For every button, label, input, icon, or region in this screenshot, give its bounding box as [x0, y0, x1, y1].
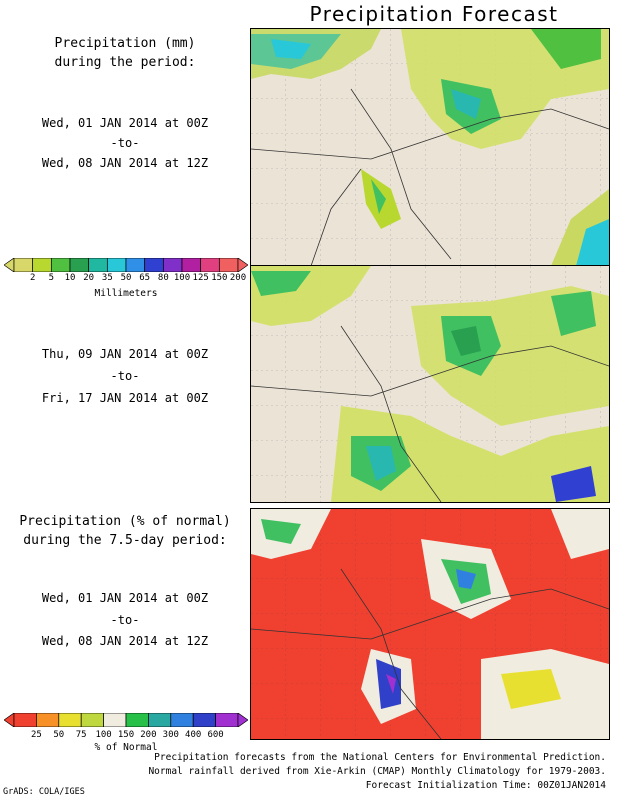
- panel1-end-date: Wed, 08 JAN 2014 at 12Z: [41, 156, 209, 170]
- page-title: Precipitation Forecast: [309, 2, 559, 26]
- colorbar-mm-swatch: [144, 257, 164, 273]
- colorbar-mm-tick-label: 50: [120, 273, 132, 283]
- colorbar-percent-swatch: [148, 712, 172, 728]
- colorbar-mm-swatch: [69, 257, 90, 273]
- colorbar-mm-tick-label: 125: [192, 273, 209, 283]
- colorbar-mm-tick-label: 2: [29, 273, 36, 283]
- colorbar-mm-tick-label: 20: [83, 273, 95, 283]
- grads-credit: GrADS: COLA/IGES: [3, 787, 85, 797]
- colorbar-percent-swatch: [80, 712, 104, 728]
- colorbar-percent-tick-label: 200: [140, 730, 157, 740]
- colorbar-mm-swatch: [125, 257, 146, 273]
- panel3-heading-2: during the 7.5-day period:: [23, 533, 227, 548]
- colorbar-mm-swatch: [162, 257, 183, 273]
- colorbar-mm-tick-label: 5: [48, 273, 55, 283]
- colorbar-percent: [3, 712, 249, 728]
- colorbar-percent-swatch: [36, 712, 60, 728]
- colorbar-mm-tick-label: 100: [173, 273, 191, 283]
- panel1-heading-1: Precipitation (mm): [54, 36, 196, 51]
- precip-map-week1: [250, 28, 610, 267]
- colorbar-mm-tick-label: 10: [64, 273, 76, 283]
- colorbar-mm-swatch: [50, 257, 71, 273]
- colorbar-percent-tick-label: 50: [53, 730, 65, 740]
- colorbar-percent-tick-label: 100: [95, 730, 112, 740]
- colorbar-percent-swatch-low: [3, 712, 15, 728]
- colorbar-mm-tick-label: 35: [101, 273, 113, 283]
- colorbar-percent-tick-label: 75: [75, 730, 87, 740]
- colorbar-percent-ticks: 25 50 75 100 150 200 300 400 600: [4, 730, 248, 742]
- panel2-end-date: Fri, 17 JAN 2014 at 00Z: [41, 391, 209, 405]
- panel3-heading-1: Precipitation (% of normal): [19, 514, 231, 529]
- colorbar-mm-swatch: [218, 257, 239, 273]
- colorbar-percent-swatch: [13, 712, 37, 728]
- panel2-start-date: Thu, 09 JAN 2014 at 00Z: [41, 347, 209, 361]
- colorbar-percent-unit: % of Normal: [94, 742, 158, 753]
- colorbar-mm-swatch: [32, 257, 52, 273]
- colorbar-mm-swatch-low: [3, 257, 15, 273]
- colorbar-percent-tick-label: 25: [30, 730, 42, 740]
- panel1-heading-2: during the period:: [54, 55, 196, 70]
- footer-source-line: Precipitation forecasts from the Nationa…: [154, 752, 606, 763]
- colorbar-percent-swatch: [58, 712, 82, 728]
- colorbar-mm-swatch: [200, 257, 220, 273]
- colorbar-percent-swatch: [215, 712, 239, 728]
- footer-normal-line: Normal rainfall derived from Xie-Arkin (…: [148, 766, 606, 777]
- colorbar-mm-ticks: 2 5 10 20 35 50 65 80 100 125 150 200: [4, 273, 248, 285]
- colorbar-mm-swatch: [181, 257, 202, 273]
- precip-percent-normal-map: [250, 508, 610, 740]
- panel2-to: -to-: [110, 369, 140, 383]
- colorbar-percent-tick-label: 300: [162, 730, 179, 740]
- colorbar-percent-tick-label: 150: [117, 730, 135, 740]
- colorbar-mm-tick-label: 80: [157, 273, 169, 283]
- colorbar-mm-unit: Millimeters: [94, 288, 158, 299]
- colorbar-percent-swatch: [192, 712, 216, 728]
- panel3-to: -to-: [110, 613, 140, 627]
- colorbar-mm-tick-label: 65: [139, 273, 151, 283]
- colorbar-percent-swatch: [125, 712, 149, 728]
- panel3-start-date: Wed, 01 JAN 2014 at 00Z: [41, 591, 209, 605]
- panel3-end-date: Wed, 08 JAN 2014 at 12Z: [41, 634, 209, 648]
- panel1-to: -to-: [110, 136, 140, 150]
- precip-map-week2: [250, 265, 610, 503]
- panel1-start-date: Wed, 01 JAN 2014 at 00Z: [41, 116, 209, 130]
- colorbar-mm-swatch: [13, 257, 34, 273]
- footer-init-time: Forecast Initialization Time: 00Z01JAN20…: [365, 780, 606, 791]
- colorbar-percent-tick-label: 400: [185, 730, 202, 740]
- colorbar-percent-swatch-high: [237, 712, 249, 728]
- colorbar-percent-tick-label: 600: [207, 730, 224, 740]
- colorbar-mm-swatch: [106, 257, 127, 273]
- colorbar-mm: [3, 257, 249, 273]
- colorbar-mm-tick-label: 150: [211, 273, 228, 283]
- colorbar-mm-swatch-high: [237, 257, 249, 273]
- colorbar-percent-swatch: [170, 712, 194, 728]
- colorbar-percent-swatch: [103, 712, 127, 728]
- colorbar-mm-tick-label: 200: [229, 273, 247, 283]
- colorbar-mm-swatch: [88, 257, 108, 273]
